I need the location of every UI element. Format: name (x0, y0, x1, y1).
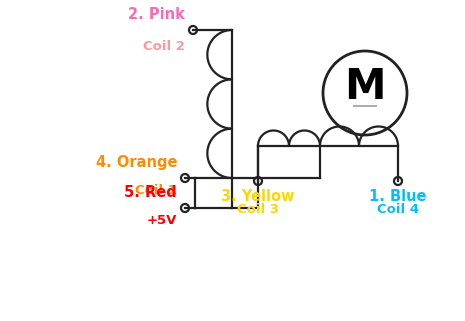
Text: +5V: +5V (146, 214, 177, 227)
Text: 2. Pink: 2. Pink (128, 7, 185, 22)
Text: M: M (344, 66, 386, 108)
Text: Coil 3: Coil 3 (237, 203, 279, 216)
Text: 1. Blue: 1. Blue (369, 189, 427, 204)
Text: Coil 4: Coil 4 (377, 203, 419, 216)
Text: 5. Red: 5. Red (124, 185, 177, 200)
Text: 4. Orange: 4. Orange (95, 155, 177, 170)
Text: 3. Yellow: 3. Yellow (221, 189, 295, 204)
Text: Coil 2: Coil 2 (143, 40, 185, 53)
Text: Coil 1: Coil 1 (135, 184, 177, 197)
